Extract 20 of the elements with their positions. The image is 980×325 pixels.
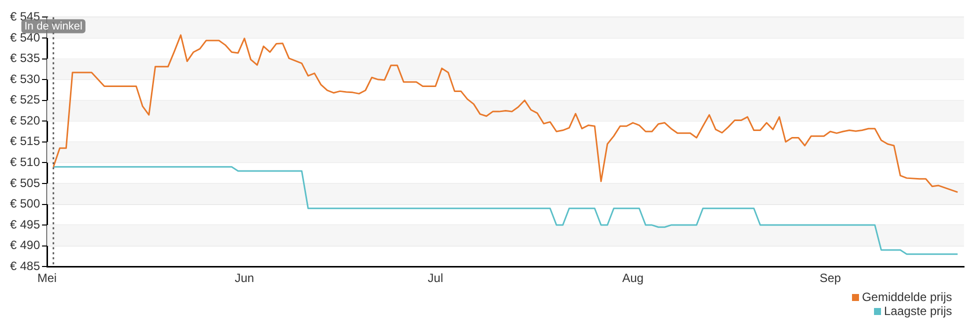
y-tick-label: € 520 [10,113,40,128]
y-tick-label: € 525 [10,92,40,107]
x-tick-label: Aug [622,271,644,286]
x-tick-label: Sep [820,271,842,286]
x-tick-label: Jun [234,271,254,286]
y-tick-label: € 485 [10,258,40,273]
y-tick-label: € 540 [10,30,40,44]
y-tick-label: € 505 [10,176,40,190]
legend-label: Laagste prijs [884,304,952,318]
ref-line-label: In de winkel [24,20,82,33]
y-tick-label: € 535 [10,51,40,66]
x-tick-label: Mei [37,271,57,286]
legend-label: Gemiddelde prijs [862,290,952,304]
y-tick-label: € 500 [10,196,40,211]
x-tick-label: Jul [428,271,444,286]
y-tick-label: € 515 [10,134,40,148]
y-tick-label: € 495 [10,217,40,232]
y-tick-label: € 510 [10,154,40,169]
y-tick-label: € 530 [10,72,40,86]
y-tick-label: € 490 [10,238,40,252]
